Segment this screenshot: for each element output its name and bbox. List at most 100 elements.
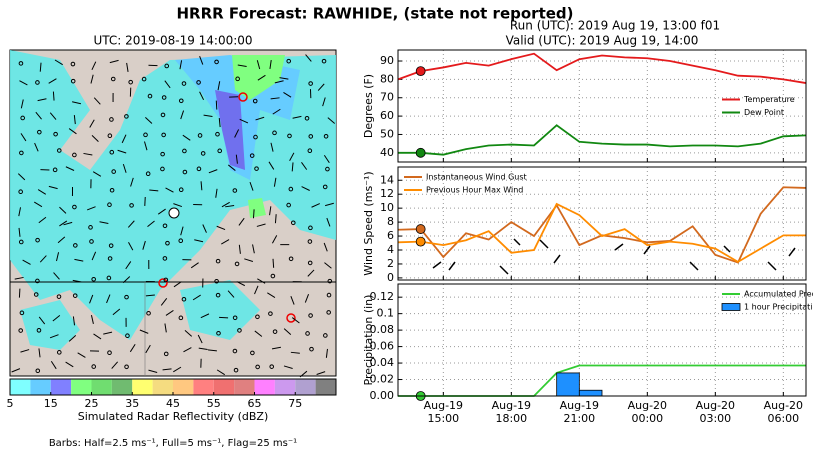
site [286,313,296,323]
barb [199,91,205,101]
y-tick-label: 0.1 [377,307,395,320]
calm-marker [124,114,129,119]
colorbar-swatch [254,379,275,395]
station-barb [767,261,777,271]
bar [578,389,603,397]
barb [35,111,42,120]
barb [117,149,127,154]
calm-marker [272,130,277,136]
colorbar-tick-label: 45 [166,397,180,410]
plot-area [398,167,806,280]
barb [72,279,82,283]
barb [217,81,221,91]
calm-marker [215,292,221,298]
barb [112,308,121,316]
series-line [397,202,806,263]
calm-marker [196,166,202,172]
barb [291,162,294,172]
calm-marker [164,63,170,69]
calm-marker [215,258,221,264]
calm-marker [70,61,76,67]
barb [89,119,95,128]
colorbar-swatch [71,379,92,395]
radar-echo [248,198,266,218]
barb [301,162,308,170]
calm-marker [35,368,41,374]
calm-marker [107,202,112,208]
barb [221,201,230,208]
barb [289,152,295,161]
barb [49,334,59,339]
colorbar-swatch [234,379,255,395]
barb [54,59,63,66]
y-tick-label: 60 [380,109,394,122]
barb [244,258,254,262]
calm-marker [37,129,42,135]
barb [86,206,96,211]
barb [216,369,226,376]
colorbar: 5 15 25 35 45 55 65 75 [7,378,337,410]
barb [197,334,203,344]
barb [173,366,182,373]
barb [39,255,47,263]
barb [199,55,204,65]
calm-marker [327,278,333,284]
barb [301,186,310,191]
barb [252,209,255,219]
barb [145,344,151,354]
barb [279,77,289,80]
barb [128,242,134,251]
calm-marker [268,311,273,316]
calm-marker [56,294,62,299]
run-time: Run (UTC): 2019 Aug 19, 13:00 f01 [510,19,720,33]
barb [192,294,201,301]
y-tick-label: 12 [380,187,394,200]
barb [271,346,281,350]
barb [194,239,204,243]
calm-marker [143,132,148,138]
y-tick-label: 80 [380,72,394,85]
barb [63,221,73,226]
barb [17,173,26,181]
calm-marker [162,223,168,229]
calm-marker [232,188,238,193]
barb [57,236,66,244]
barb [256,223,266,227]
x-tick-label: Aug-20 00:00 [627,399,668,425]
calm-marker [250,350,255,356]
barb [316,371,326,375]
barb [198,347,208,350]
y-axis-label: Degrees (F) [362,74,375,138]
barb [216,225,226,231]
barb [311,203,320,208]
calm-marker [216,330,221,336]
calm-marker [124,294,129,300]
barb [38,316,46,325]
barb [90,74,94,84]
calm-marker [145,171,151,176]
colorbar-swatch [295,379,316,395]
barb [272,108,281,115]
calm-marker [321,58,327,64]
barb [283,328,292,336]
calm-marker [35,80,40,85]
barb [18,227,21,237]
barb [111,361,119,369]
valid-time: Valid (UTC): 2019 Aug 19, 14:00 [506,34,699,48]
barb [290,296,295,305]
x-tick-label: Aug-19 18:00 [491,399,532,425]
barb [183,347,192,353]
barb [184,330,193,337]
barb [270,97,280,100]
barb [228,164,236,171]
colorbar-tick-label: 55 [207,397,221,410]
calm-marker [70,78,76,84]
calm-marker [323,333,328,338]
barb [180,110,185,120]
barb [109,59,119,64]
calm-marker [18,189,23,195]
barb [252,244,255,254]
barb [145,117,153,124]
barb [299,370,308,378]
barb [147,220,155,228]
